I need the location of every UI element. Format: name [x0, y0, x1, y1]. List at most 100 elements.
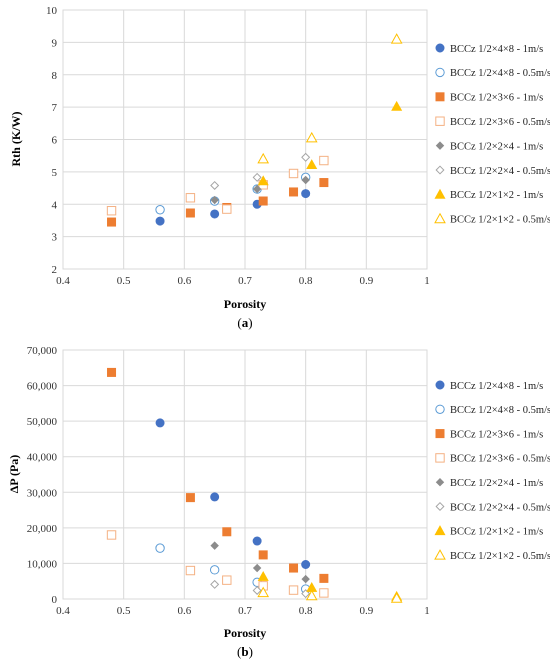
legend-marker	[435, 477, 445, 487]
data-point	[289, 563, 299, 573]
data-point	[258, 550, 268, 560]
data-point	[106, 530, 117, 540]
y-tick-label: 60,000	[27, 381, 58, 393]
data-point	[155, 216, 165, 226]
series	[210, 175, 310, 205]
series	[155, 189, 311, 226]
series	[155, 418, 311, 569]
data-point	[319, 573, 329, 583]
data-point	[155, 205, 165, 215]
series	[106, 530, 329, 598]
legend-label: BCCz 1/2×3×6 - 1m/s	[450, 429, 543, 440]
x-axis-title: Porosity	[224, 297, 266, 311]
data-point	[252, 536, 262, 546]
panel-label: (b)	[237, 644, 253, 659]
y-tick-label: 7	[52, 102, 58, 114]
y-tick-label: 6	[52, 135, 58, 147]
data-point	[391, 100, 403, 111]
series	[257, 586, 403, 603]
data-point	[210, 541, 219, 550]
legend-marker	[434, 188, 446, 199]
x-tick-label: 0.6	[177, 275, 191, 287]
legend-marker	[435, 429, 445, 439]
data-point	[257, 570, 269, 581]
legend-marker	[435, 92, 445, 102]
legend-label: BCCz 1/2×3×6 - 0.5m/s	[450, 454, 550, 465]
legend-item: BCCz 1/2×1×2 - 1m/s	[434, 188, 543, 201]
x-tick-label: 0.9	[359, 275, 373, 287]
data-point	[305, 131, 318, 143]
data-point	[210, 579, 220, 589]
data-point	[155, 418, 165, 428]
series	[210, 152, 311, 190]
x-tick-label: 0.4	[56, 605, 70, 617]
data-point	[301, 152, 311, 162]
y-tick-label: 9	[52, 37, 58, 49]
y-axis-title: ΔP (Pa)	[7, 455, 21, 494]
data-point	[390, 33, 403, 44]
legend-label: BCCz 1/2×2×4 - 1m/s	[450, 478, 543, 489]
legend-marker	[435, 404, 445, 414]
y-tick-label: 8	[52, 70, 58, 82]
data-point	[185, 565, 196, 576]
x-tick-label: 0.6	[177, 605, 191, 617]
data-point	[185, 193, 196, 203]
x-tick-label: 0.9	[359, 605, 373, 617]
panel-a: 0.4 0.5 0.6 0.7 0.8 0.9 1 2 3 4 5 6 7 8 9 10 Porosity Rth…	[9, 5, 550, 330]
data-point	[210, 492, 220, 502]
data-point	[257, 152, 270, 164]
legend-label: BCCz 1/2×1×2 - 1m/s	[450, 527, 543, 538]
data-point	[155, 543, 165, 553]
x-tick-label: 0.5	[117, 605, 131, 617]
legend: BCCz 1/2×4×8 - 1m/s BCCz 1/2×4×8 - 0.5m/s…	[434, 43, 550, 226]
data-point	[288, 168, 299, 179]
data-point	[301, 589, 311, 599]
legend-marker	[435, 165, 445, 175]
data-point	[305, 589, 318, 601]
legend-item: BCCz 1/2×4×8 - 1m/s	[435, 380, 543, 392]
legend-label: BCCz 1/2×2×4 - 0.5m/s	[450, 166, 550, 177]
legend-item: BCCz 1/2×4×8 - 1m/s	[435, 43, 543, 55]
legend-item: BCCz 1/2×3×6 - 1m/s	[435, 92, 543, 104]
y-tick-label: 4	[52, 199, 58, 211]
legend: BCCz 1/2×4×8 - 1m/s BCCz 1/2×4×8 - 0.5m/s…	[434, 380, 550, 562]
legend-item: BCCz 1/2×1×2 - 1m/s	[434, 525, 543, 538]
data-point	[390, 592, 403, 603]
legend-label: BCCz 1/2×3×6 - 0.5m/s	[450, 117, 550, 128]
data-point	[222, 204, 232, 214]
data-point	[106, 206, 117, 216]
x-axis-title: Porosity	[224, 626, 266, 640]
y-tick-label: 5	[52, 167, 58, 179]
legend-item: BCCz 1/2×2×4 - 1m/s	[435, 477, 543, 489]
series	[257, 100, 403, 186]
legend-item: BCCz 1/2×4×8 - 0.5m/s	[435, 404, 550, 416]
legend-marker	[435, 380, 445, 390]
legend-marker	[434, 525, 446, 536]
data-point	[185, 493, 195, 503]
y-tick-label: 3	[52, 232, 58, 244]
legend-item: BCCz 1/2×2×4 - 0.5m/s	[435, 165, 550, 177]
data-point	[107, 217, 117, 227]
y-tick-label: 10,000	[27, 558, 58, 570]
legend-label: BCCz 1/2×2×4 - 0.5m/s	[450, 502, 550, 513]
legend-marker	[434, 212, 446, 224]
data-point	[252, 563, 262, 573]
x-tick-label: 0.7	[238, 275, 252, 287]
data-point	[210, 195, 219, 205]
x-tick-label: 0.4	[56, 275, 70, 287]
legend-marker	[435, 501, 445, 512]
y-tick-label: 70,000	[27, 345, 58, 357]
data-point	[185, 208, 195, 218]
legend-marker	[435, 43, 445, 53]
legend-marker	[435, 141, 445, 150]
legend-item: BCCz 1/2×2×4 - 1m/s	[435, 141, 543, 152]
legend-label: BCCz 1/2×1×2 - 0.5m/s	[450, 215, 550, 226]
data-point	[257, 586, 270, 598]
legend-marker	[435, 116, 445, 126]
data-point	[301, 189, 311, 199]
legend-marker	[435, 453, 445, 463]
legend-label: BCCz 1/2×1×2 - 1m/s	[450, 190, 543, 201]
data-point	[319, 588, 329, 598]
x-tick-label: 0.5	[117, 275, 131, 287]
data-point	[252, 172, 262, 182]
